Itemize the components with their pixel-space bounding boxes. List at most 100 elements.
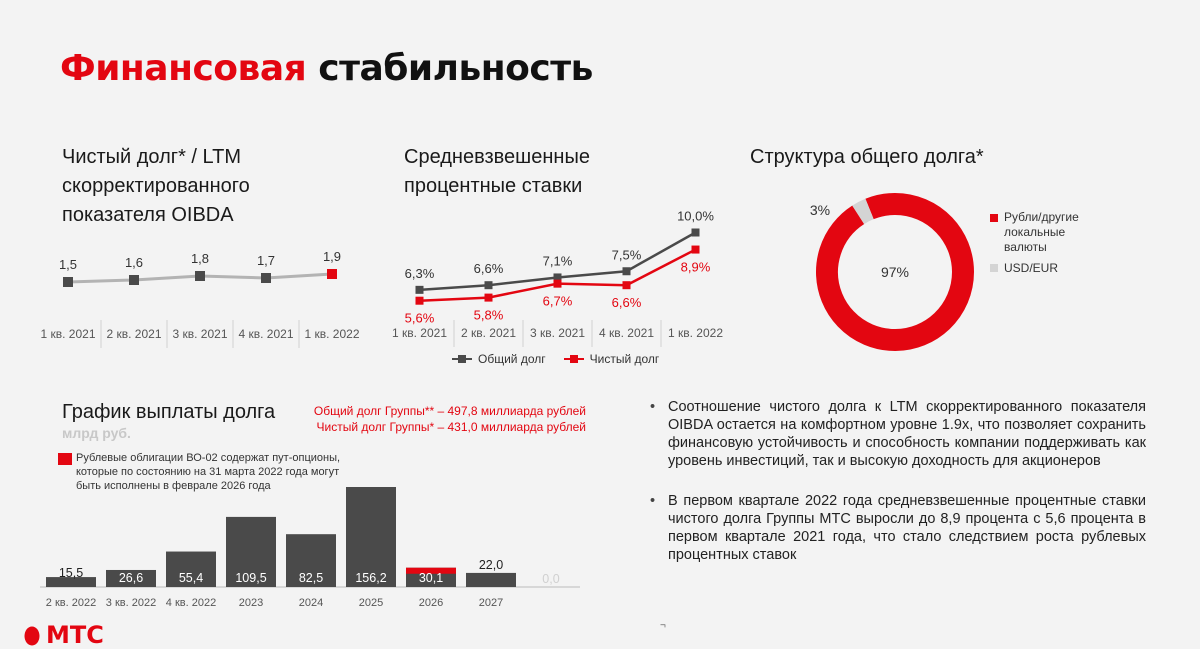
- net-debt-note: Чистый долг Группы* – 431,0 миллиарда ру…: [316, 420, 586, 434]
- legend-usd-label: USD/EUR: [1004, 261, 1059, 275]
- schedule-bar-label: 156,2: [355, 571, 386, 585]
- legend-total-label: Общий долг: [478, 352, 546, 366]
- page-title: Финансовая стабильность: [60, 48, 593, 89]
- structure-title: Структура общего долга*: [750, 146, 984, 168]
- legend-net-label: Чистый долг: [589, 352, 660, 366]
- net-debt-chart: 1,5 1 кв. 2021 1,6 2 кв. 2021 1,8 3 кв. 2021 1…: [41, 249, 360, 348]
- net-debt-title: Чистый долг* / LTM скорректированного по…: [62, 143, 250, 230]
- schedule-bar-label: 82,5: [299, 571, 323, 585]
- net-debt-title-line1: Чистый долг* / LTM: [62, 146, 242, 168]
- net-debt-x-tick: 3 кв. 2021: [173, 327, 228, 341]
- bullet-dot: •: [650, 493, 656, 509]
- schedule-x-tick: 2027: [479, 597, 503, 609]
- schedule-x-tick: 2024: [299, 597, 323, 609]
- total-debt-note: Общий долг Группы** – 497,8 миллиарда ру…: [313, 404, 586, 418]
- schedule-unit: млрд руб.: [62, 425, 131, 441]
- total-debt-point: [415, 285, 424, 294]
- schedule-bar-chart: 15,5 2 кв. 2022 26,6 3 кв. 2022 55,4 4 кв. 20…: [40, 487, 580, 609]
- total-debt-value-label: 6,3%: [405, 266, 435, 281]
- total-debt-value-label: 7,5%: [612, 247, 642, 262]
- footnote-swatch: [58, 453, 72, 465]
- schedule-x-tick: 4 кв. 2022: [166, 597, 216, 609]
- rates-title: Средневзвешенные процентные ставки: [404, 143, 590, 201]
- egg-icon: [24, 626, 40, 646]
- net-debt-point: [129, 275, 139, 285]
- structure-legend: Рубли/другие локальные валюты USD/EUR: [990, 210, 1110, 275]
- net-debt-rate-value-label: 6,6%: [612, 295, 642, 310]
- rates-x-tick: 4 кв. 2021: [599, 326, 654, 340]
- net-debt-rate-value-label: 5,8%: [474, 308, 504, 323]
- rates-x-tick: 2 кв. 2021: [461, 326, 516, 340]
- net-debt-rate-point: [622, 281, 631, 290]
- schedule-x-tick: 2023: [239, 597, 263, 609]
- net-debt-rate-point: [553, 279, 562, 288]
- rates-x-tick: 1 кв. 2021: [392, 326, 447, 340]
- legend-usd-swatch: [990, 264, 998, 272]
- footer-mark: ¬: [660, 620, 666, 631]
- footnote-line2: которые по состоянию на 31 марта 2022 го…: [76, 466, 340, 478]
- page-title-red: Финансовая: [60, 48, 307, 89]
- net-debt-x-tick: 1 кв. 2022: [305, 327, 360, 341]
- schedule-bar: [226, 516, 276, 587]
- schedule-bar: [286, 534, 336, 587]
- schedule-bar-label: 0,0: [542, 572, 559, 586]
- schedule-bar-label: 55,4: [179, 571, 203, 585]
- rates-title-line2: процентные ставки: [404, 175, 583, 197]
- schedule-bar-label: 22,0: [479, 558, 503, 572]
- legend-rub-line3: валюты: [1004, 240, 1047, 254]
- net-debt-point: [195, 271, 205, 281]
- total-debt-point: [553, 273, 562, 282]
- donut-label-rub: 97%: [881, 264, 909, 280]
- schedule-x-tick: 2025: [359, 597, 383, 609]
- legend-rub-line1: Рубли/другие: [1004, 210, 1079, 224]
- schedule-bar: [466, 572, 516, 587]
- footnote-line1: Рублевые облигации ВО-02 содержат пут-оп…: [76, 452, 341, 464]
- total-debt-point: [691, 228, 700, 237]
- schedule-x-tick: 2 кв. 2022: [46, 597, 96, 609]
- rates-legend: Общий долг Чистый долг: [452, 352, 659, 366]
- net-debt-point: [63, 277, 73, 287]
- bullet-dot: •: [650, 399, 656, 415]
- schedule-bar: [166, 551, 216, 587]
- mts-logo: МТС: [24, 621, 104, 649]
- net-debt-value-label: 1,6: [125, 255, 143, 270]
- net-debt-x-tick: 2 кв. 2021: [107, 327, 162, 341]
- legend-rub: Рубли/другие локальные валюты: [990, 210, 1110, 255]
- net-debt-point: [327, 269, 337, 279]
- schedule-title: График выплаты долга: [62, 401, 276, 423]
- schedule-bar: [346, 487, 396, 587]
- net-debt-rate-value-label: 6,7%: [543, 294, 573, 309]
- net-debt-rate-value-label: 8,9%: [681, 260, 711, 275]
- donut-label-usd: 3%: [810, 202, 830, 218]
- total-debt-value-label: 7,1%: [543, 253, 573, 268]
- total-debt-point: [484, 281, 493, 290]
- schedule-bar: [106, 569, 156, 587]
- page-title-black: стабильность: [318, 48, 593, 89]
- brand-name: МТС: [46, 621, 104, 649]
- schedule-notes: Общий долг Группы** – 497,8 миллиарда ру…: [300, 403, 586, 435]
- schedule-bar: [46, 577, 96, 587]
- schedule-bar-label: 109,5: [235, 571, 266, 585]
- net-debt-rate-point: [415, 296, 424, 305]
- legend-net-debt: Чистый долг: [563, 352, 660, 366]
- net-debt-value-label: 1,8: [191, 251, 209, 266]
- net-debt-point: [261, 273, 271, 283]
- bullet-1-text: Соотношение чистого долга к LTM скоррект…: [668, 399, 1146, 469]
- bullet-2: • В первом квартале 2022 года средневзве…: [650, 492, 1146, 564]
- legend-rub-label: Рубли/другие локальные валюты: [1004, 210, 1079, 255]
- footnote-line3: быть исполнены в феврале 2026 года: [76, 480, 271, 492]
- schedule-bar-label: 15,5: [59, 566, 83, 580]
- rates-chart: 6,3% 6,6% 7,1% 7,5% 10,0% 5,6% 5,8% 6,7% 6,6% 8,9…: [392, 209, 723, 347]
- legend-rub-swatch: [990, 214, 998, 222]
- schedule-bar-label: 26,6: [119, 571, 143, 585]
- bullet-2-text: В первом квартале 2022 года средневзвеше…: [668, 493, 1146, 563]
- net-debt-value-label: 1,9: [323, 249, 341, 264]
- net-debt-rate-value-label: 5,6%: [405, 311, 435, 326]
- net-debt-x-tick: 1 кв. 2021: [41, 327, 96, 341]
- schedule-x-tick: 3 кв. 2022: [106, 597, 156, 609]
- total-debt-value-label: 6,6%: [474, 261, 504, 276]
- legend-net-marker: [563, 355, 584, 363]
- legend-total-marker: [452, 355, 472, 363]
- net-debt-value-label: 1,7: [257, 253, 275, 268]
- schedule-bar-label: 30,1: [419, 571, 443, 585]
